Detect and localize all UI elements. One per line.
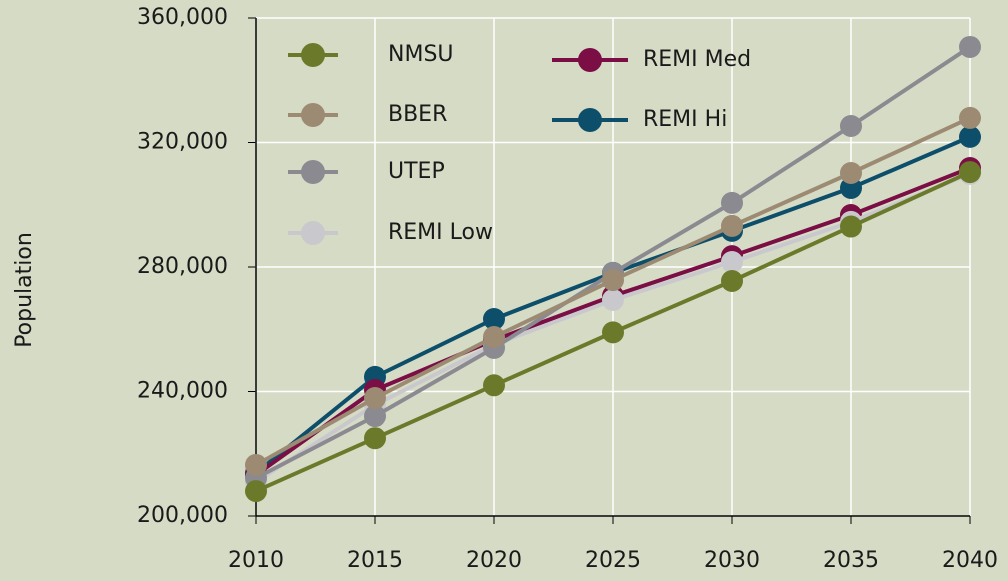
data-point [602,288,624,311]
legend-marker [301,160,325,184]
y-axis-label: Population [12,232,37,348]
x-tick-label: 2035 [823,548,879,573]
data-point [840,215,862,238]
legend-label: BBER [388,102,447,127]
x-tick-label: 2020 [466,548,522,573]
data-point [483,374,505,397]
legend-marker [578,48,602,72]
data-point [483,307,505,330]
data-point [959,161,981,184]
data-point [721,251,743,274]
data-point [245,453,267,476]
legend-label: REMI Low [388,220,493,245]
legend-label: UTEP [388,159,445,184]
legend-marker [301,221,325,245]
legend-marker [301,103,325,127]
data-point [721,191,743,214]
data-point [840,115,862,138]
x-tick-label: 2025 [585,548,641,573]
legend-label: NMSU [388,42,454,67]
x-tick-label: 2040 [942,548,998,573]
data-point [483,326,505,349]
y-tick-label: 360,000 [137,5,228,30]
data-point [721,270,743,293]
legend-marker [578,108,602,132]
legend-label: REMI Hi [643,107,727,132]
data-point [840,162,862,185]
data-point [364,427,386,450]
legend-marker [301,43,325,67]
data-point [959,35,981,58]
data-point [602,269,624,292]
data-point [245,480,267,503]
data-point [959,106,981,129]
y-tick-label: 240,000 [137,379,228,404]
x-tick-label: 2030 [704,548,760,573]
y-tick-label: 280,000 [137,254,228,279]
y-tick-label: 320,000 [137,130,228,155]
x-tick-label: 2015 [347,548,403,573]
data-point [364,405,386,428]
data-point [959,125,981,148]
data-point [602,321,624,344]
legend-label: REMI Med [643,47,751,72]
data-point [364,387,386,410]
x-tick-label: 2010 [228,548,284,573]
data-point [721,214,743,237]
y-tick-label: 200,000 [137,503,228,528]
